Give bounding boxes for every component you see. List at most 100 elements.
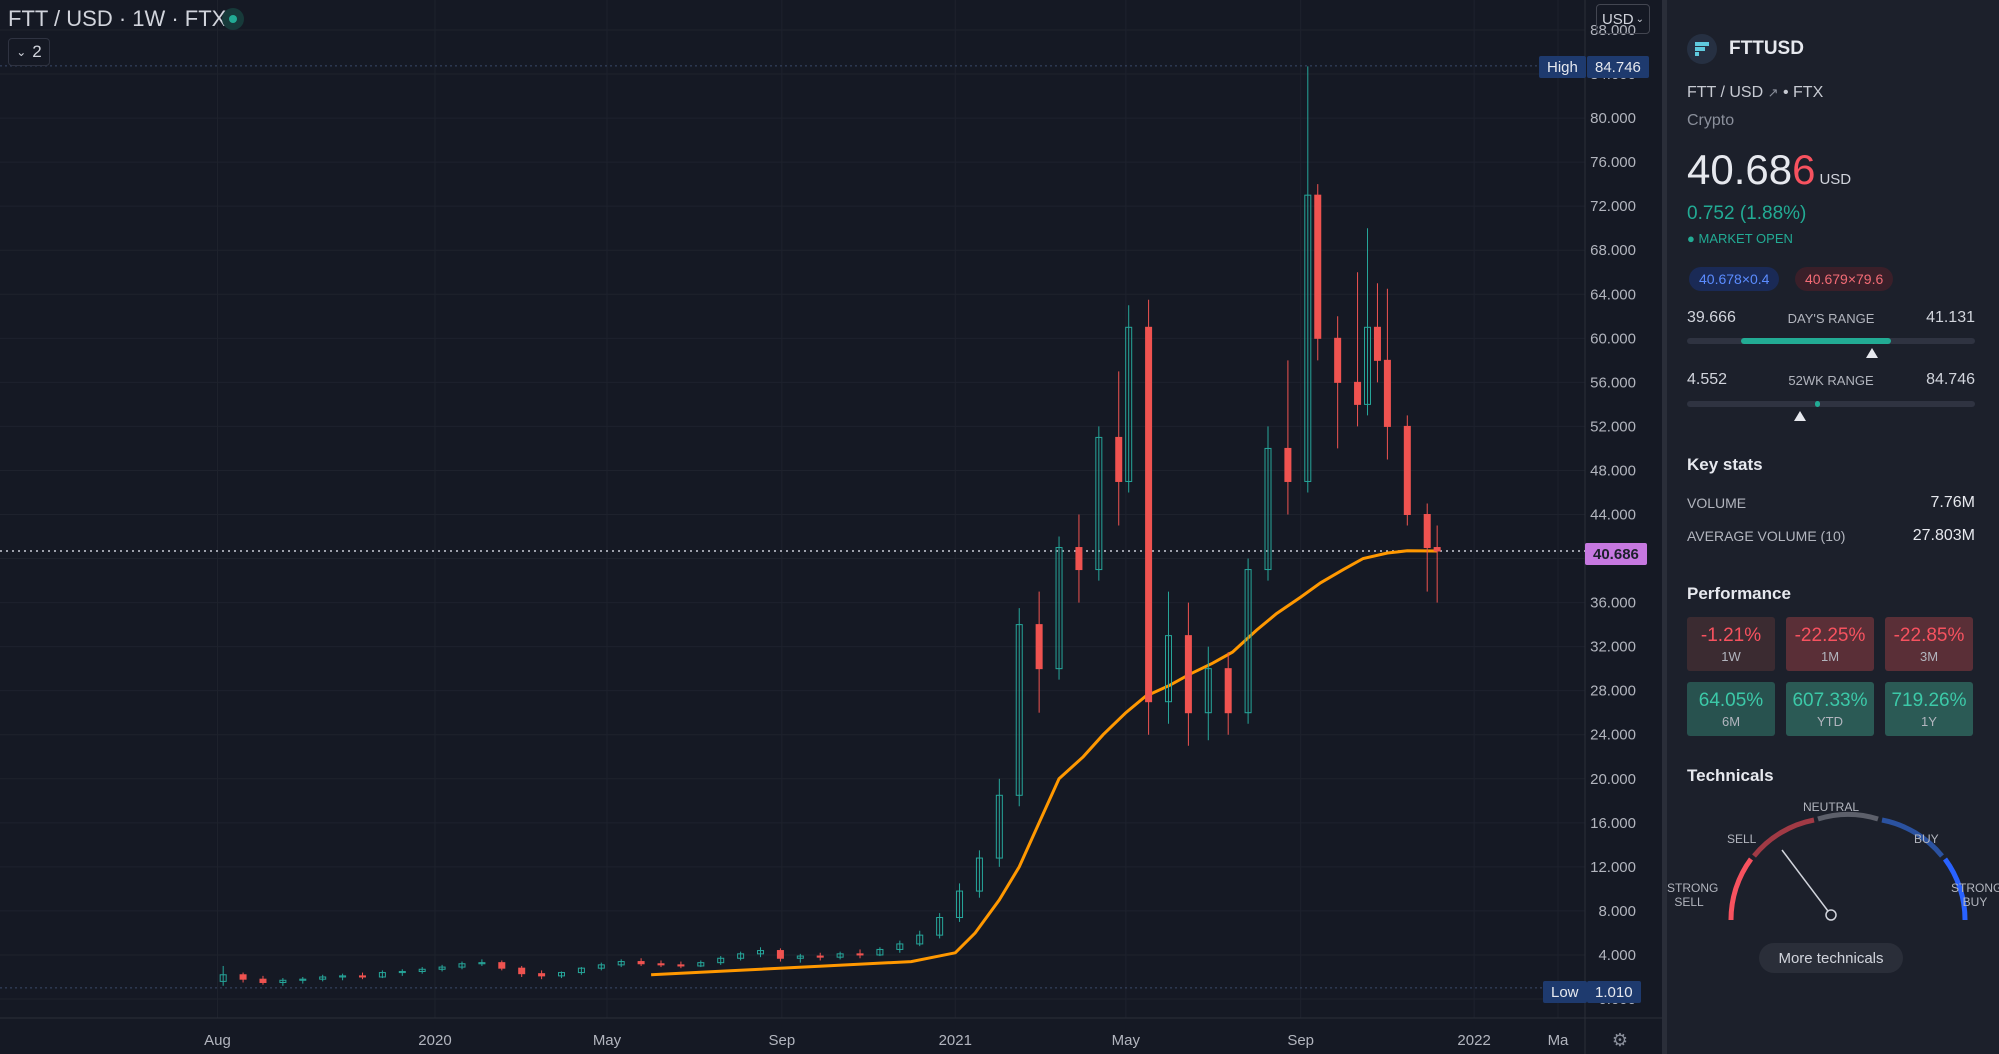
- price-unit: USD: [1819, 171, 1852, 188]
- candle-body: [1095, 436, 1103, 571]
- y-tick-label: 60.000: [1590, 330, 1636, 347]
- gauge-pivot: [1825, 909, 1837, 921]
- candle-body: [1125, 326, 1133, 482]
- high-label-tag: High: [1539, 56, 1586, 78]
- candle-body: [438, 966, 446, 970]
- symbol-details-panel: FTTUSD FTT / USD ↗ • FTX Crypto 40.686 US…: [1667, 0, 1999, 1054]
- candle-body: [916, 934, 924, 945]
- performance-title: Performance: [1687, 584, 1791, 603]
- perf-cell-1m[interactable]: -22.25% 1M: [1786, 617, 1874, 671]
- x-tick-label: May: [593, 1032, 622, 1049]
- candle-body: [418, 968, 426, 972]
- more-technicals-button[interactable]: More technicals: [1759, 943, 1903, 973]
- 52wk-range-label: 52WK RANGE: [1788, 373, 1874, 388]
- settings-gear-icon[interactable]: ⚙: [1611, 1030, 1629, 1050]
- perf-cell-1w[interactable]: -1.21% 1W: [1687, 617, 1775, 671]
- currency-select-button[interactable]: USD ⌄: [1596, 4, 1650, 34]
- y-tick-label: 64.000: [1590, 286, 1636, 303]
- candle-body: [1423, 514, 1431, 549]
- x-tick-label: May: [1112, 1032, 1141, 1049]
- y-tick-label: 36.000: [1590, 595, 1636, 612]
- price-main: 40.68: [1687, 146, 1793, 193]
- candle-body: [737, 953, 745, 959]
- price-last-digit: 6: [1792, 146, 1816, 193]
- avg-volume-value: 27.803M: [1912, 527, 1975, 544]
- candle-body: [816, 955, 824, 958]
- candle-body: [558, 972, 566, 977]
- candle-body: [1364, 326, 1372, 405]
- 52wk-range-high: 84.746: [1926, 371, 1975, 388]
- x-tick-label: 2021: [939, 1032, 972, 1049]
- symbol-name[interactable]: FTTUSD: [1729, 38, 1804, 59]
- candle-body: [677, 964, 685, 967]
- candle-body: [1244, 569, 1252, 714]
- y-tick-label: 24.000: [1590, 727, 1636, 744]
- candle-body: [637, 961, 645, 965]
- asset-class: Crypto: [1687, 112, 1735, 129]
- x-tick-label: Sep: [768, 1032, 795, 1049]
- bullet-separator: •: [1782, 84, 1789, 101]
- perf-cell-6m[interactable]: 64.05% 6M: [1687, 682, 1775, 736]
- perf-value: 607.33%: [1792, 689, 1868, 711]
- low-value-tag: 1.010: [1587, 981, 1641, 1003]
- technicals-title: Technicals: [1687, 766, 1774, 785]
- y-tick-label: 20.000: [1590, 771, 1636, 788]
- y-tick-label: 56.000: [1590, 374, 1636, 391]
- candle-body: [597, 964, 605, 969]
- chart-title: FTT / USD · 1W · FTX: [8, 6, 227, 31]
- candle-body: [1433, 547, 1441, 552]
- y-tick-label: 76.000: [1590, 154, 1636, 171]
- days-range-track: [1687, 338, 1975, 344]
- candle-body: [1224, 668, 1232, 714]
- exchange-name: FTX: [1793, 84, 1824, 101]
- perf-period: YTD: [1817, 713, 1843, 729]
- candle-body: [697, 962, 705, 967]
- perf-cell-3m[interactable]: -22.85% 3M: [1885, 617, 1973, 671]
- indicators-toggle-button[interactable]: ⌄ 2: [8, 38, 50, 66]
- external-link-icon[interactable]: ↗: [1767, 85, 1779, 100]
- avg-volume-row: AVERAGE VOLUME (10) 27.803M: [1687, 527, 1975, 544]
- gauge-label-neutral: NEUTRAL: [1803, 800, 1860, 814]
- price-chart[interactable]: 0.0004.0008.00012.00016.00020.00024.0002…: [0, 0, 1662, 1054]
- x-tick-label: 2022: [1457, 1032, 1490, 1049]
- candle-body: [1145, 326, 1153, 703]
- y-tick-label: 4.000: [1598, 947, 1636, 964]
- candle-body: [319, 976, 327, 980]
- 52wk-range-low: 4.552: [1687, 371, 1728, 388]
- candle-body: [856, 953, 864, 956]
- gauge-label-strong-sell: STRONG SELL: [1667, 881, 1719, 909]
- pair-link[interactable]: FTT / USD: [1687, 84, 1764, 101]
- candle-body: [1383, 359, 1391, 427]
- perf-cell-ytd[interactable]: 607.33% YTD: [1786, 682, 1874, 736]
- ask-badge: 40.679×79.6: [1795, 267, 1894, 291]
- perf-period: 6M: [1721, 713, 1741, 729]
- volume-value: 7.76M: [1930, 494, 1975, 511]
- perf-cell-1y[interactable]: 719.26% 1Y: [1885, 682, 1973, 736]
- candle-body: [1284, 447, 1292, 482]
- volume-label: VOLUME: [1687, 495, 1747, 511]
- candle-body: [1403, 425, 1411, 515]
- high-value-tag: 84.746: [1587, 56, 1649, 78]
- 52wk-range-fill: [1815, 401, 1820, 407]
- candle-body: [398, 970, 406, 974]
- 52wk-range-track: [1687, 401, 1975, 407]
- candle-body: [1055, 547, 1063, 670]
- gauge-needle: [1781, 849, 1832, 916]
- candle-body: [717, 957, 725, 964]
- candle-body: [1035, 624, 1043, 670]
- candle-body: [617, 961, 625, 966]
- candle-body: [1164, 635, 1172, 703]
- candle-body: [1115, 436, 1123, 482]
- perf-value: 719.26%: [1891, 689, 1967, 711]
- volume-row: VOLUME 7.76M: [1687, 494, 1975, 511]
- perf-period: 1W: [1721, 648, 1741, 664]
- candle-body: [1264, 447, 1272, 571]
- ftx-logo-icon: [1687, 34, 1717, 64]
- perf-value: 64.05%: [1698, 689, 1764, 711]
- candle-body: [279, 979, 287, 983]
- y-tick-label: 48.000: [1590, 462, 1636, 479]
- status-dot-icon: ●: [1687, 231, 1695, 246]
- panel-divider[interactable]: [1662, 0, 1667, 1054]
- avg-volume-label: AVERAGE VOLUME (10): [1687, 528, 1846, 544]
- chart-area[interactable]: 0.0004.0008.00012.00016.00020.00024.0002…: [0, 0, 1662, 1054]
